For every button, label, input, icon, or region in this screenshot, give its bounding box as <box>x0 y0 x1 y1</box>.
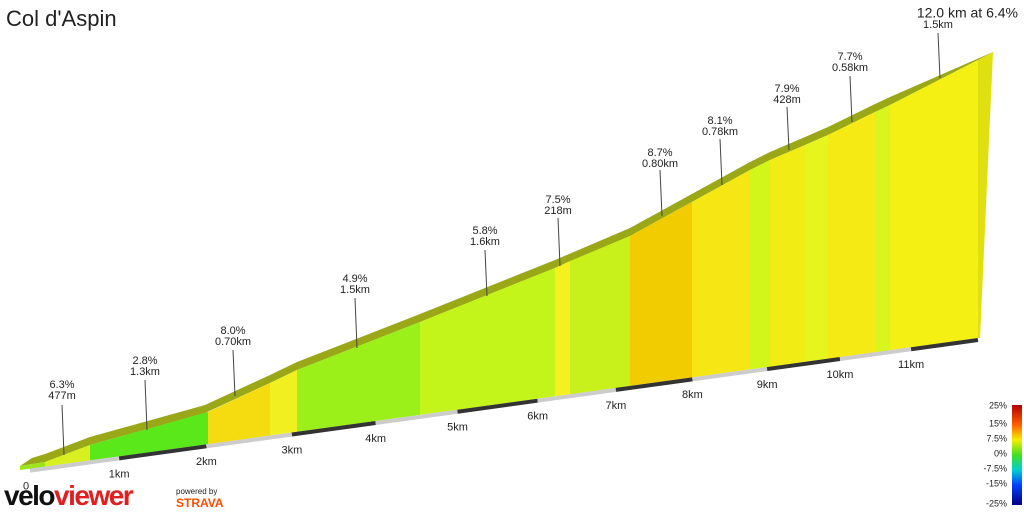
leader-line <box>786 106 790 151</box>
x-tick-label: 2km <box>196 456 217 468</box>
band <box>770 145 805 367</box>
segment-grade: 4.9% <box>342 273 367 285</box>
segment-length: 0.70km <box>215 336 251 348</box>
x-tick-label: 6km <box>527 411 548 423</box>
logo-viewer: viewer <box>54 480 134 511</box>
segment-length: 0.58km <box>832 62 868 74</box>
strava: STRAVA <box>176 496 224 510</box>
band <box>270 370 297 436</box>
km-segment <box>537 387 617 403</box>
segment-length: 428m <box>773 94 801 106</box>
segment-grade: 8.7% <box>647 147 672 159</box>
band <box>570 236 630 395</box>
segment-grade: 7.7% <box>837 51 862 63</box>
scale-label: 0% <box>994 448 1007 458</box>
segment-grade: 8.1% <box>707 115 732 127</box>
band <box>20 462 45 470</box>
band <box>208 383 270 445</box>
segment-length: 1.5km <box>340 284 370 296</box>
band <box>828 112 875 359</box>
band <box>630 202 692 386</box>
km-segment <box>291 421 376 437</box>
leader-line <box>659 169 663 217</box>
segment-length: 1.6km <box>470 236 500 248</box>
scale-label: 7.5% <box>986 433 1007 443</box>
leader-line <box>849 75 853 123</box>
km-segment <box>766 357 841 372</box>
km-segment <box>375 409 458 425</box>
scale-label: 15% <box>989 418 1007 428</box>
x-tick-label: 0 <box>23 481 29 493</box>
x-tick-label: 11km <box>898 359 924 371</box>
leader-line <box>232 349 236 397</box>
scale-label: -15% <box>986 478 1007 488</box>
leader-line <box>557 217 561 267</box>
leader-line <box>61 404 65 456</box>
segment-length: 1.3km <box>130 366 160 378</box>
km-segment <box>457 398 538 414</box>
x-tick-label: 1km <box>109 468 130 480</box>
band <box>805 135 828 362</box>
segment-grade: 8.0% <box>220 325 245 337</box>
leader-line <box>937 32 941 79</box>
x-tick-label: 10km <box>827 369 854 381</box>
scale-label: -25% <box>986 498 1007 508</box>
segment-length: 1.5km <box>923 19 953 31</box>
summary: 12.0 km at 6.4% <box>917 5 1018 21</box>
band <box>692 170 750 378</box>
leader-line <box>719 138 723 186</box>
band <box>555 261 570 397</box>
segment-grade: 7.5% <box>545 194 570 206</box>
band <box>90 412 208 461</box>
segment-grade: 7.9% <box>774 83 799 95</box>
km-segment <box>910 338 979 352</box>
segment-length: 0.78km <box>702 126 738 138</box>
km-segment <box>615 377 693 392</box>
x-tick-label: 4km <box>365 433 386 445</box>
profile <box>20 52 993 470</box>
scale-label: 25% <box>989 400 1007 410</box>
x-tick-label: 8km <box>682 389 703 401</box>
leader-line <box>354 297 358 349</box>
band <box>420 268 555 415</box>
x-tick-label: 3km <box>282 444 303 456</box>
segment-grade: 5.8% <box>472 225 497 237</box>
logo: veloviewer <box>4 480 134 511</box>
band <box>890 60 978 351</box>
band <box>45 445 90 467</box>
band <box>297 322 420 432</box>
km-segment <box>118 444 207 461</box>
segment-length: 0.80km <box>642 158 678 170</box>
km-segment <box>29 456 120 473</box>
segment-grade: 6.3% <box>49 379 74 391</box>
color-scale <box>1012 405 1022 505</box>
logo-velo: velo <box>4 480 55 511</box>
km-segment <box>839 347 912 361</box>
leader-line <box>144 379 148 431</box>
x-tick-label: 5km <box>447 422 468 434</box>
leader-line <box>484 249 488 297</box>
segment-length: 477m <box>48 390 76 402</box>
km-segment <box>206 432 293 449</box>
segment-grade: 2.8% <box>132 355 157 367</box>
segment-length: 218m <box>544 205 572 217</box>
band <box>875 105 890 353</box>
x-tick-label: 9km <box>757 379 778 391</box>
powered-by: powered by <box>176 487 217 496</box>
band <box>750 160 770 370</box>
x-tick-label: 7km <box>606 400 627 412</box>
km-segment <box>692 367 768 382</box>
scale-label: -7.5% <box>983 463 1007 473</box>
chart-title: Col d'Aspin <box>6 6 117 31</box>
profile-side <box>978 52 993 338</box>
